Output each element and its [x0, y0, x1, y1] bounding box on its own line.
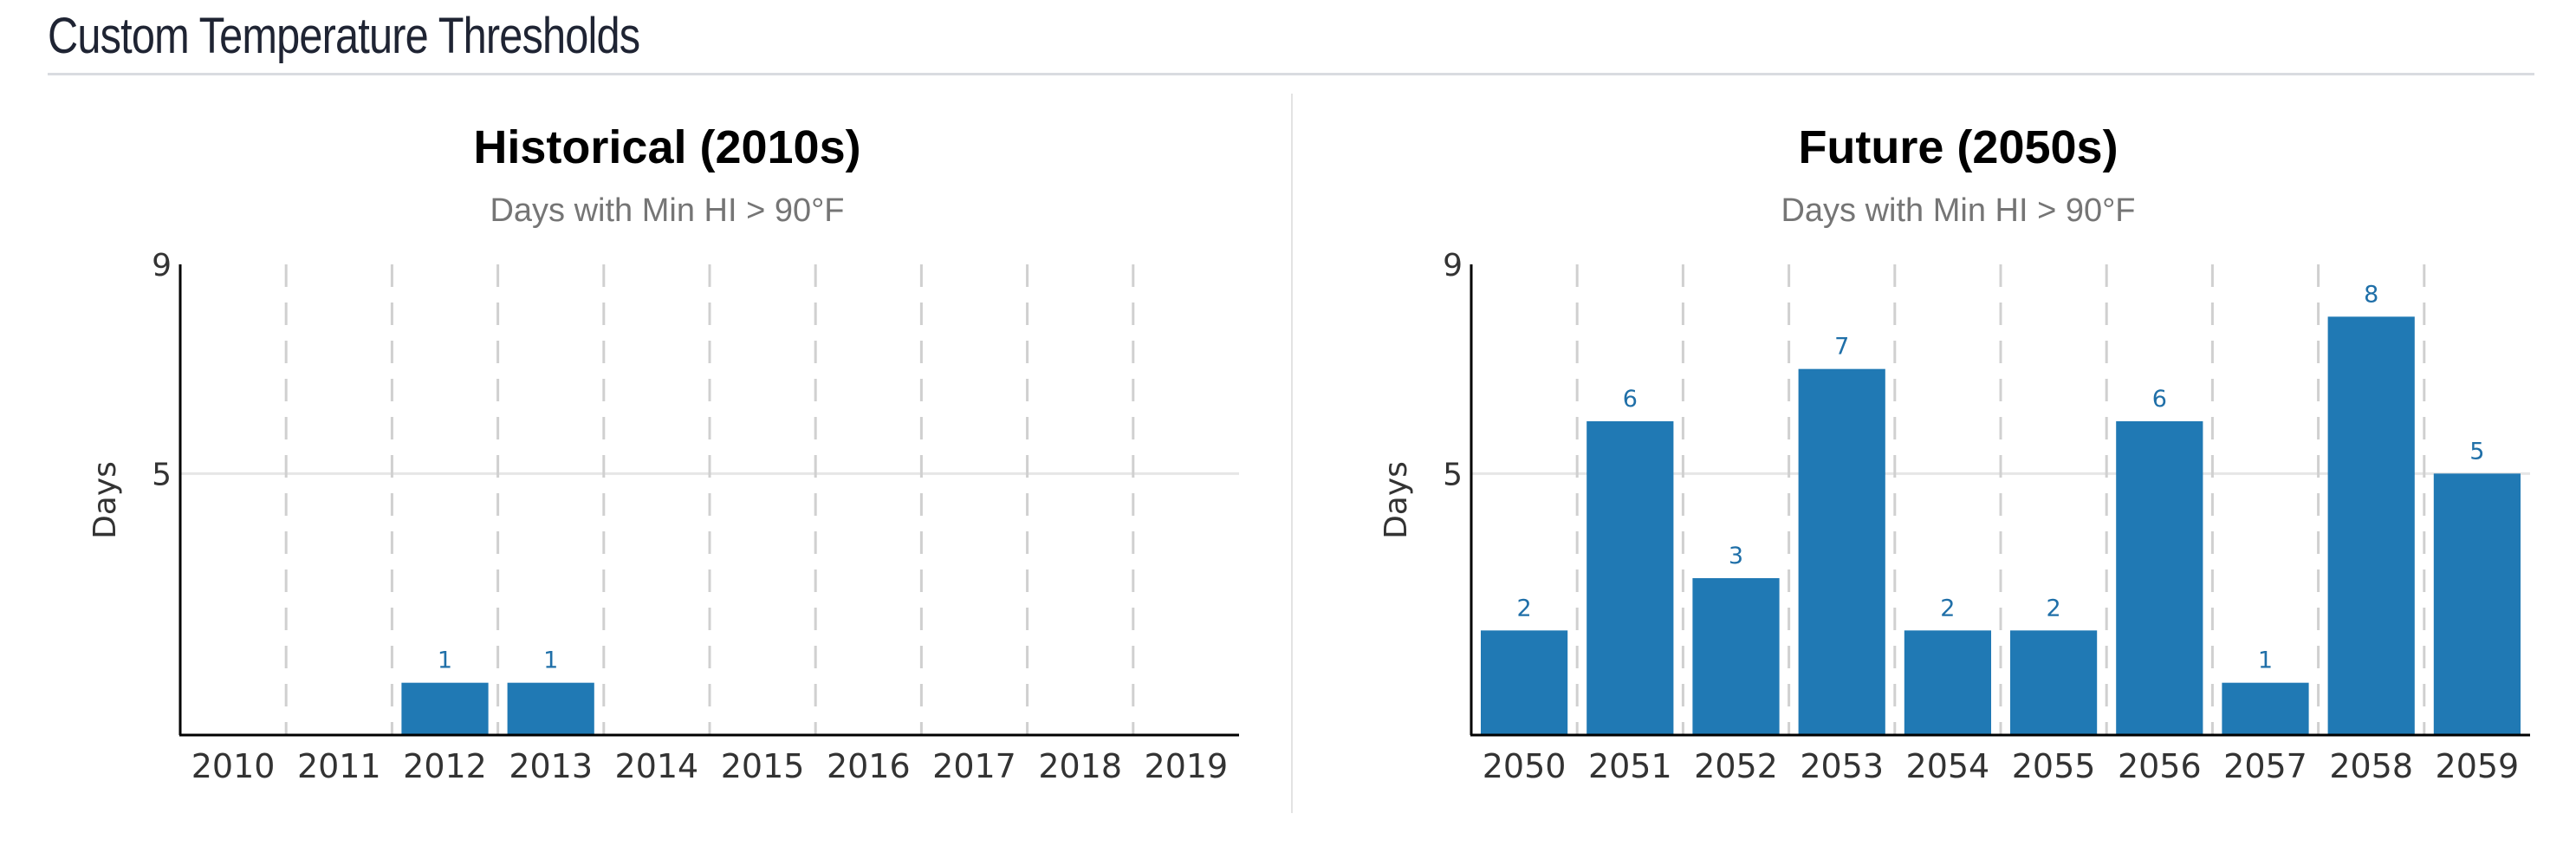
data-label-2058: 8 [2364, 281, 2378, 308]
bar-2058 [2327, 316, 2415, 735]
x-tick-label-2018: 2018 [1038, 747, 1122, 785]
y-tick-label: 9 [152, 248, 172, 283]
bar-2059 [2433, 473, 2521, 735]
bar-2051 [1586, 421, 1674, 735]
x-tick-label-2010: 2010 [191, 747, 276, 785]
y-tick-label: 9 [1443, 248, 1463, 283]
x-tick-label-2019: 2019 [1145, 747, 1229, 785]
page-title: Custom Temperature Thresholds [48, 8, 640, 64]
chart-title: Future (2050s) [1798, 121, 2118, 173]
data-label-2051: 6 [1623, 386, 1638, 413]
bar-2056 [2116, 421, 2203, 735]
x-tick-label-2051: 2051 [1588, 747, 1672, 785]
bar-2054 [1904, 630, 1992, 735]
x-tick-label-2052: 2052 [1694, 747, 1778, 785]
chart-subtitle: Days with Min HI > 90°F [1781, 192, 2135, 229]
x-tick-label-2050: 2050 [1483, 747, 1567, 785]
x-tick-label-2055: 2055 [2012, 747, 2096, 785]
data-label-2053: 7 [1834, 334, 1849, 361]
bar-2050 [1480, 630, 1568, 735]
x-tick-label-2057: 2057 [2223, 747, 2307, 785]
y-tick-label: 5 [152, 457, 172, 492]
historical-chart: Historical (2010s) Days with Min HI > 90°… [88, 121, 1239, 785]
x-tick-label-2016: 2016 [827, 747, 911, 785]
bar-2013 [507, 682, 594, 735]
future-chart: Future (2050s) Days with Min HI > 90°F 2 6 3… [1379, 121, 2530, 785]
y-tick-label: 5 [1443, 457, 1463, 492]
bar-2012 [401, 682, 489, 735]
chart-subtitle: Days with Min HI > 90°F [490, 192, 844, 229]
y-axis-label: Days [1379, 461, 1414, 539]
x-tick-label-2015: 2015 [721, 747, 805, 785]
x-tick-label-2053: 2053 [1800, 747, 1884, 785]
bar-2055 [2009, 630, 2098, 735]
x-tick-label-2011: 2011 [297, 747, 381, 785]
chart-title: Historical (2010s) [473, 121, 860, 173]
x-tick-label-2017: 2017 [932, 747, 1016, 785]
x-tick-label-2012: 2012 [403, 747, 487, 785]
data-label-2059: 5 [2469, 438, 2484, 465]
data-label-2056: 6 [2152, 386, 2167, 413]
bar-2053 [1798, 368, 1885, 735]
x-tick-label-2056: 2056 [2118, 747, 2202, 785]
title-divider [48, 73, 2534, 75]
data-label-2012: 1 [438, 648, 452, 674]
x-tick-label-2058: 2058 [2329, 747, 2413, 785]
data-label-2057: 1 [2258, 648, 2273, 674]
y-axis-label: Days [88, 461, 123, 539]
x-tick-label-2059: 2059 [2436, 747, 2520, 785]
bar-2052 [1692, 578, 1780, 735]
x-tick-label-2054: 2054 [1906, 747, 1990, 785]
data-label-2050: 2 [1517, 595, 1532, 621]
x-tick-label-2013: 2013 [509, 747, 593, 785]
x-tick-label-2014: 2014 [615, 747, 699, 785]
panel-divider [1291, 94, 1293, 813]
bar-2057 [2222, 682, 2309, 735]
data-label-2013: 1 [543, 648, 558, 674]
data-label-2055: 2 [2047, 595, 2061, 621]
data-label-2052: 3 [1729, 543, 1743, 569]
data-label-2054: 2 [1940, 595, 1955, 621]
